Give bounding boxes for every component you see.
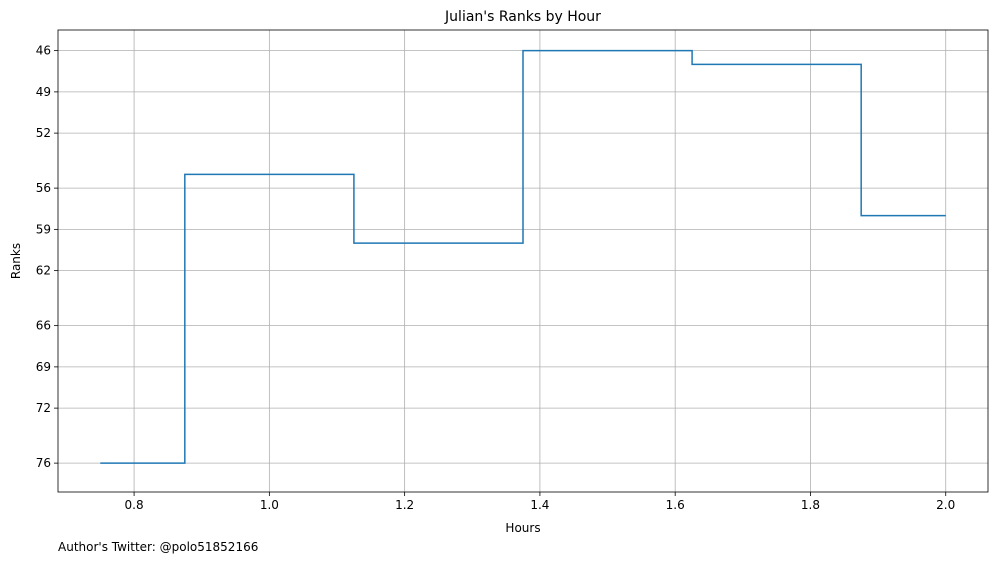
x-tick-label: 1.6	[666, 498, 685, 512]
y-tick-label: 52	[36, 126, 51, 140]
y-tick-label: 62	[36, 264, 51, 278]
y-axis-ticks: 46 49 52 56 59 62 66 69 72 76	[36, 44, 58, 470]
y-tick-label: 56	[36, 181, 51, 195]
grid	[58, 30, 988, 492]
x-tick-label: 0.8	[125, 498, 144, 512]
series-line	[100, 49, 946, 464]
x-tick-label: 1.2	[395, 498, 414, 512]
author-footnote: Author's Twitter: @polo51852166	[58, 540, 258, 554]
plot-frame	[57, 29, 989, 493]
x-tick-label: 1.0	[260, 498, 279, 512]
chart-title: Julian's Ranks by Hour	[444, 9, 601, 25]
y-tick-label: 69	[36, 360, 51, 374]
y-axis-label: Ranks	[9, 243, 23, 279]
y-tick-label: 49	[36, 85, 51, 99]
y-tick-label: 46	[36, 44, 51, 58]
series-layer	[100, 49, 946, 464]
x-tick-label: 1.8	[801, 498, 820, 512]
x-axis-ticks: 0.8 1.0 1.2 1.4 1.6 1.8 2.0	[125, 492, 955, 512]
x-tick-label: 2.0	[936, 498, 955, 512]
x-tick-label: 1.4	[530, 498, 549, 512]
y-tick-label: 59	[36, 222, 51, 236]
x-axis-label: Hours	[505, 521, 540, 535]
y-tick-label: 66	[36, 319, 51, 333]
y-tick-label: 72	[36, 401, 51, 415]
y-tick-label: 76	[36, 456, 51, 470]
